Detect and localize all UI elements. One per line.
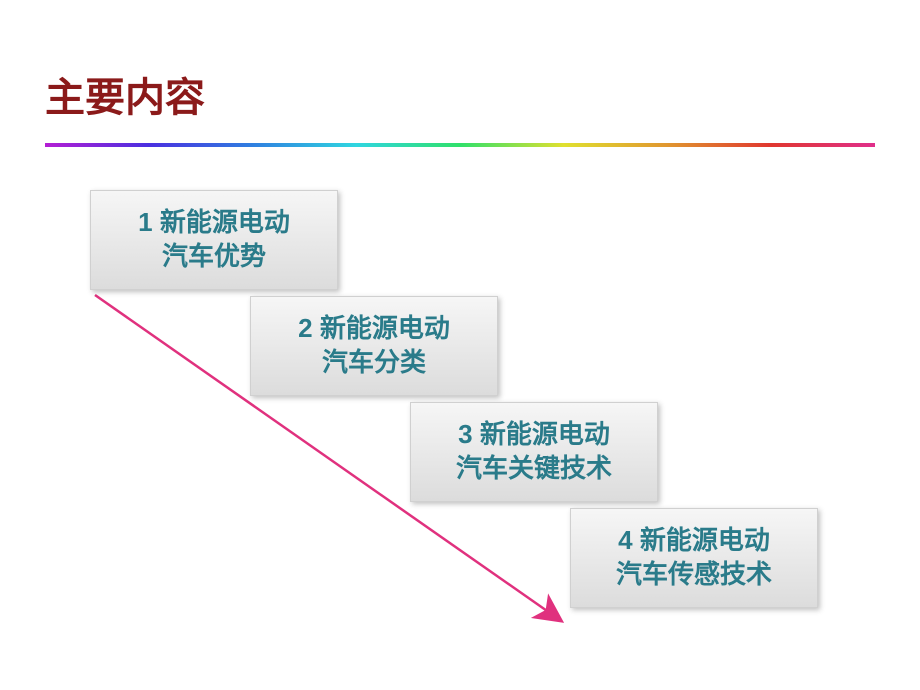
step-label: 3 新能源电动 汽车关键技术: [456, 418, 612, 486]
step-label: 4 新能源电动 汽车传感技术: [616, 524, 772, 592]
step-label: 2 新能源电动 汽车分类: [298, 312, 450, 380]
step-box-2: 2 新能源电动 汽车分类: [250, 296, 498, 396]
step-box-1: 1 新能源电动 汽车优势: [90, 190, 338, 290]
step-label: 1 新能源电动 汽车优势: [138, 206, 290, 274]
rainbow-divider: [45, 143, 875, 147]
slide-title: 主要内容: [45, 65, 205, 123]
step-box-4: 4 新能源电动 汽车传感技术: [570, 508, 818, 608]
step-box-3: 3 新能源电动 汽车关键技术: [410, 402, 658, 502]
